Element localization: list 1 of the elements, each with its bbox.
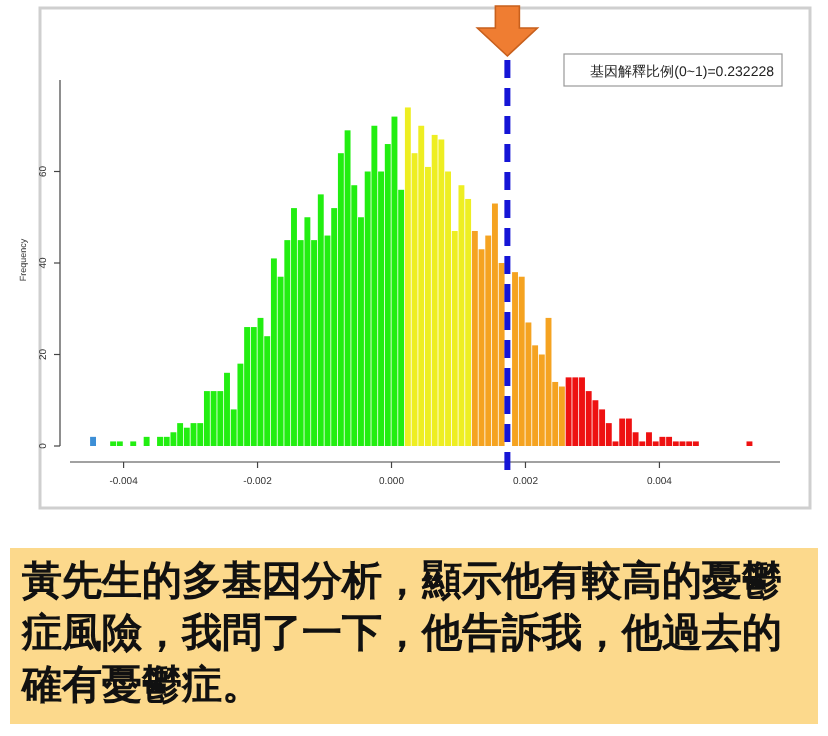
text: 黃先生的多基因分析，顯示他有較高的憂鬱症風險，我問了一下，他告訴我，他過去的確有憂鬱症。: [10, 548, 818, 724]
